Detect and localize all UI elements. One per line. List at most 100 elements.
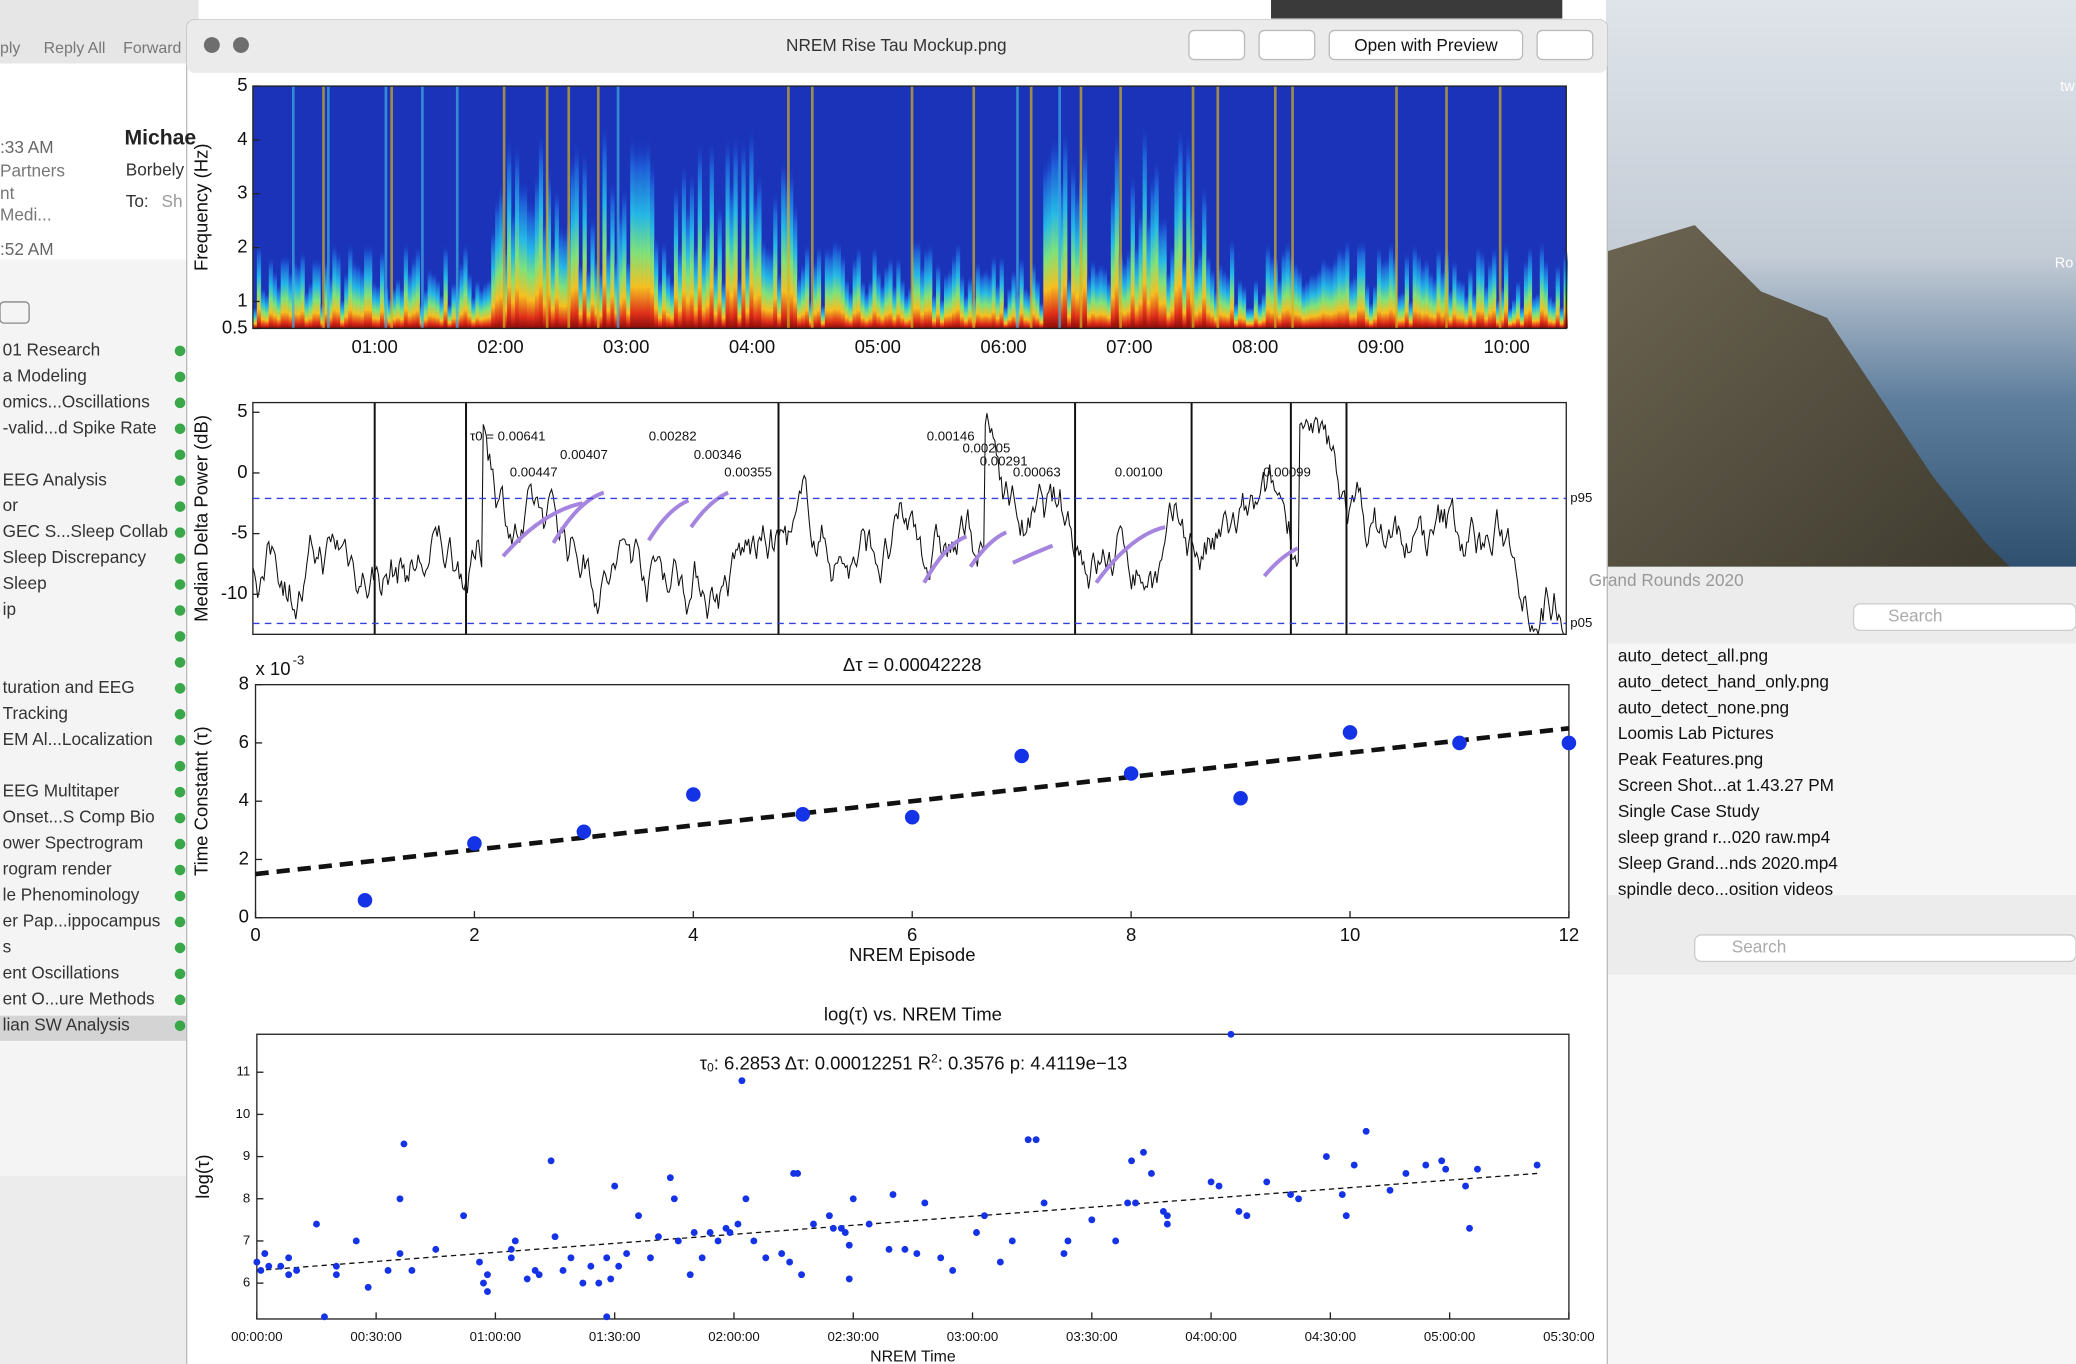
mailbox-folder[interactable]: ip [3, 599, 16, 619]
mailbox-folder[interactable]: -valid...d Spike Rate [3, 417, 157, 437]
mailbox-folder[interactable]: GEC S...Sleep Collab [3, 521, 168, 541]
spectrogram-column [280, 254, 285, 329]
data-point [352, 1237, 360, 1245]
tau-annotation: 0.00291 [980, 454, 1028, 469]
spectrogram-column [880, 282, 885, 329]
data-point [973, 1229, 980, 1236]
mailbox-folder[interactable]: le Phenominology [3, 885, 140, 905]
data-point [507, 1254, 515, 1262]
mailbox-folder[interactable]: EM Al...Localization [3, 729, 153, 749]
finder-search[interactable] [1852, 603, 2076, 632]
mailbox-folder[interactable]: EEG Multitaper [3, 781, 120, 801]
finder-search-2[interactable] [1694, 934, 2076, 963]
data-point [825, 1212, 833, 1220]
data-point [1235, 1207, 1243, 1215]
mail-button[interactable] [0, 301, 30, 324]
fit-statistics-part: : 6.2853 Δτ: 0.00012251 R [714, 1053, 931, 1074]
spectrogram-column [654, 236, 659, 329]
spectrogram-column [677, 243, 683, 329]
mailbox-folder[interactable]: a Modeling [3, 365, 87, 385]
data-point [535, 1271, 543, 1279]
finder-file[interactable]: Sleep Grand...nds 2020.mp4 [1618, 853, 1838, 873]
mailbox-folder[interactable]: turation and EEG [3, 677, 135, 697]
finder-file[interactable]: Loomis Lab Pictures [1618, 723, 1774, 743]
spectrogram-column [713, 261, 718, 329]
status-icon [174, 423, 186, 435]
spectrogram-column [1281, 247, 1286, 329]
mailbox-folder[interactable]: ent Oscillations [3, 962, 120, 982]
data-point [1014, 748, 1029, 764]
spectrogram-column [1440, 268, 1445, 329]
spectrogram-column [530, 200, 536, 329]
spectrogram-column [650, 160, 655, 329]
mailbox-folder[interactable]: ent O...ure Methods [3, 988, 155, 1008]
mailbox-folder[interactable]: or [3, 495, 19, 515]
mailbox-folder[interactable]: omics...Oscillations [3, 391, 150, 411]
data-point [1024, 1136, 1032, 1144]
x-tick-label: 10:00 [1484, 336, 1530, 357]
spectrogram-column [1067, 275, 1072, 329]
spectrogram-column [916, 238, 921, 329]
data-point [607, 1275, 615, 1283]
finder-search-label[interactable]: Search [1888, 606, 1943, 626]
markup-button[interactable] [1258, 29, 1316, 61]
spectrogram-column [1388, 240, 1394, 329]
tau-annotation: 0.00205 [963, 440, 1011, 455]
spectrogram-column [574, 141, 579, 329]
mailbox-folder[interactable]: lian SW Analysis [3, 1014, 130, 1034]
mailbox-folder[interactable]: EEG Analysis [3, 469, 107, 489]
mailbox-folder[interactable]: Sleep [3, 573, 47, 593]
spectrogram-column [1301, 282, 1306, 329]
data-point [285, 1271, 293, 1279]
mailbox-folder[interactable]: rogram render [3, 859, 112, 879]
spectrogram-column [272, 270, 277, 329]
data-point [1163, 1212, 1171, 1220]
mailbox-folder[interactable]: s [3, 936, 12, 956]
spectrogram-column [777, 271, 782, 329]
spectrogram-column [1448, 288, 1453, 329]
mail-snippet: Partners [0, 161, 65, 181]
spectrogram-column [1261, 290, 1266, 329]
finder-file[interactable]: Single Case Study [1618, 801, 1760, 821]
finder-file[interactable]: auto_detect_all.png [1618, 645, 1768, 665]
spectrogram-column [669, 279, 675, 329]
mailbox-folder[interactable]: Tracking [3, 703, 68, 723]
spectrogram-column [765, 244, 770, 329]
mailbox-folder[interactable]: ower Spectrogram [3, 833, 144, 853]
spectrogram-column [1265, 243, 1270, 329]
open-preview-button[interactable] [1328, 29, 1524, 61]
spectrogram-column [522, 180, 528, 329]
spectrogram-column [745, 250, 750, 329]
close-button[interactable] [203, 37, 220, 53]
mail-time: :52 AM [0, 239, 54, 259]
mailbox-folder[interactable]: er Pap...ippocampus [3, 911, 161, 931]
spectrogram-column [892, 283, 897, 329]
spectrogram-column [1003, 305, 1008, 329]
mailbox-folder[interactable]: 01 Research [3, 339, 101, 359]
spectrogram-column [312, 258, 317, 329]
spectrogram-column [1126, 248, 1131, 329]
open-preview-label[interactable]: Open with Preview [1354, 35, 1498, 55]
data-point [734, 1220, 742, 1228]
finder-file[interactable]: sleep grand r...020 raw.mp4 [1618, 827, 1831, 847]
finder-search-label[interactable]: Search [1732, 937, 1787, 957]
rotate-button[interactable] [1188, 29, 1246, 61]
spectrogram-column [1559, 305, 1564, 329]
data-point [885, 1245, 893, 1253]
finder-file[interactable]: spindle deco...osition videos [1618, 879, 1833, 899]
finder-file[interactable]: Peak Features.png [1618, 749, 1763, 769]
mailbox-folder[interactable]: Onset...S Comp Bio [3, 807, 155, 827]
status-icon [174, 371, 186, 383]
finder-file[interactable]: auto_detect_none.png [1618, 697, 1789, 717]
x-tick-label: 04:00:00 [1185, 1329, 1237, 1344]
spectrogram-column [844, 278, 849, 329]
status-icon [174, 994, 186, 1006]
data-point [1452, 735, 1467, 751]
fullscreen-button[interactable] [233, 37, 249, 53]
mailbox-folder[interactable]: Sleep Discrepancy [3, 547, 147, 567]
finder-file[interactable]: auto_detect_hand_only.png [1618, 671, 1829, 691]
spectrogram-column [963, 294, 969, 329]
finder-file[interactable]: Screen Shot...at 1.43.27 PM [1618, 775, 1834, 795]
spectrogram-column [943, 272, 949, 329]
share-button[interactable] [1536, 29, 1594, 61]
